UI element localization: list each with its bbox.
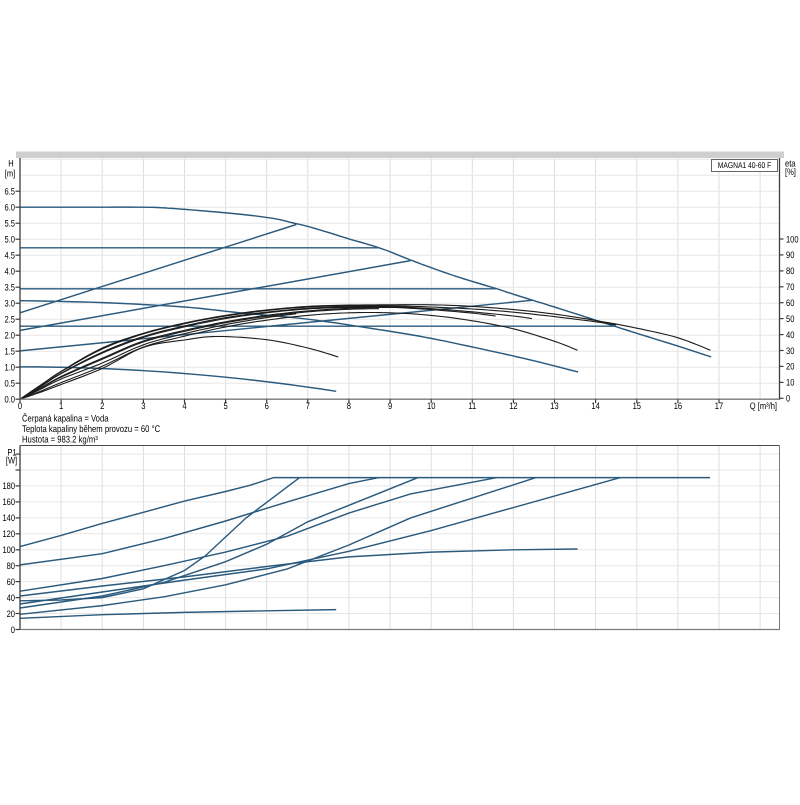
svg-text:14: 14	[591, 400, 599, 411]
svg-text:0: 0	[11, 624, 15, 635]
svg-text:Hustota = 983.2 kg/m³: Hustota = 983.2 kg/m³	[22, 435, 98, 446]
svg-text:0: 0	[786, 393, 790, 404]
svg-text:3.0: 3.0	[5, 298, 16, 309]
svg-text:60: 60	[7, 576, 15, 587]
svg-text:5.0: 5.0	[5, 234, 16, 245]
svg-text:17: 17	[715, 400, 723, 411]
svg-text:6.5: 6.5	[5, 186, 16, 197]
svg-text:10: 10	[427, 400, 435, 411]
svg-text:8: 8	[347, 400, 351, 411]
svg-text:180: 180	[3, 480, 16, 491]
svg-text:16: 16	[674, 400, 682, 411]
svg-text:[%]: [%]	[785, 166, 796, 177]
svg-text:80: 80	[786, 265, 794, 276]
svg-text:70: 70	[786, 281, 794, 292]
svg-text:6: 6	[265, 400, 269, 411]
svg-text:4.5: 4.5	[5, 250, 16, 261]
svg-text:40: 40	[786, 329, 794, 340]
svg-text:0: 0	[18, 400, 22, 411]
svg-text:30: 30	[786, 345, 794, 356]
svg-text:6.0: 6.0	[5, 202, 16, 213]
svg-text:Q [m³/h]: Q [m³/h]	[750, 400, 777, 411]
svg-text:40: 40	[7, 592, 15, 603]
svg-text:Čerpaná kapalina = Voda: Čerpaná kapalina = Voda	[22, 412, 109, 424]
svg-text:9: 9	[388, 400, 392, 411]
svg-text:13: 13	[550, 400, 558, 411]
svg-text:[W]: [W]	[6, 455, 17, 466]
svg-text:120: 120	[3, 528, 16, 539]
svg-text:1.5: 1.5	[5, 346, 16, 357]
svg-text:20: 20	[7, 608, 15, 619]
svg-text:Teplota kapaliny během provozu: Teplota kapaliny během provozu = 60 °C	[22, 424, 160, 435]
svg-text:15: 15	[633, 400, 641, 411]
svg-text:MAGNA1 40-60 F: MAGNA1 40-60 F	[718, 160, 771, 170]
svg-text:0.0: 0.0	[5, 394, 16, 405]
svg-text:0.5: 0.5	[5, 378, 16, 389]
svg-text:140: 140	[3, 512, 16, 523]
svg-text:60: 60	[786, 297, 794, 308]
svg-text:1.0: 1.0	[5, 362, 16, 373]
svg-text:7: 7	[306, 400, 310, 411]
svg-text:2.5: 2.5	[5, 314, 16, 325]
svg-text:20: 20	[786, 361, 794, 372]
svg-text:10: 10	[786, 377, 794, 388]
svg-text:eta: eta	[785, 158, 796, 169]
svg-text:50: 50	[786, 313, 794, 324]
svg-text:2.0: 2.0	[5, 330, 16, 341]
svg-text:4.0: 4.0	[5, 266, 16, 277]
svg-text:3: 3	[141, 400, 145, 411]
svg-text:H: H	[8, 158, 13, 169]
svg-text:P1: P1	[7, 447, 16, 458]
svg-text:11: 11	[468, 400, 476, 411]
svg-text:12: 12	[509, 400, 517, 411]
svg-text:80: 80	[7, 560, 15, 571]
svg-text:1: 1	[59, 400, 63, 411]
svg-text:5.5: 5.5	[5, 218, 16, 229]
svg-text:2: 2	[100, 400, 104, 411]
svg-text:5: 5	[224, 400, 228, 411]
svg-text:[m]: [m]	[5, 168, 15, 179]
svg-text:90: 90	[786, 249, 794, 260]
svg-text:3.5: 3.5	[5, 282, 16, 293]
svg-text:100: 100	[3, 544, 16, 555]
svg-text:4: 4	[182, 400, 186, 411]
svg-text:160: 160	[3, 496, 16, 507]
svg-text:100: 100	[786, 233, 799, 244]
